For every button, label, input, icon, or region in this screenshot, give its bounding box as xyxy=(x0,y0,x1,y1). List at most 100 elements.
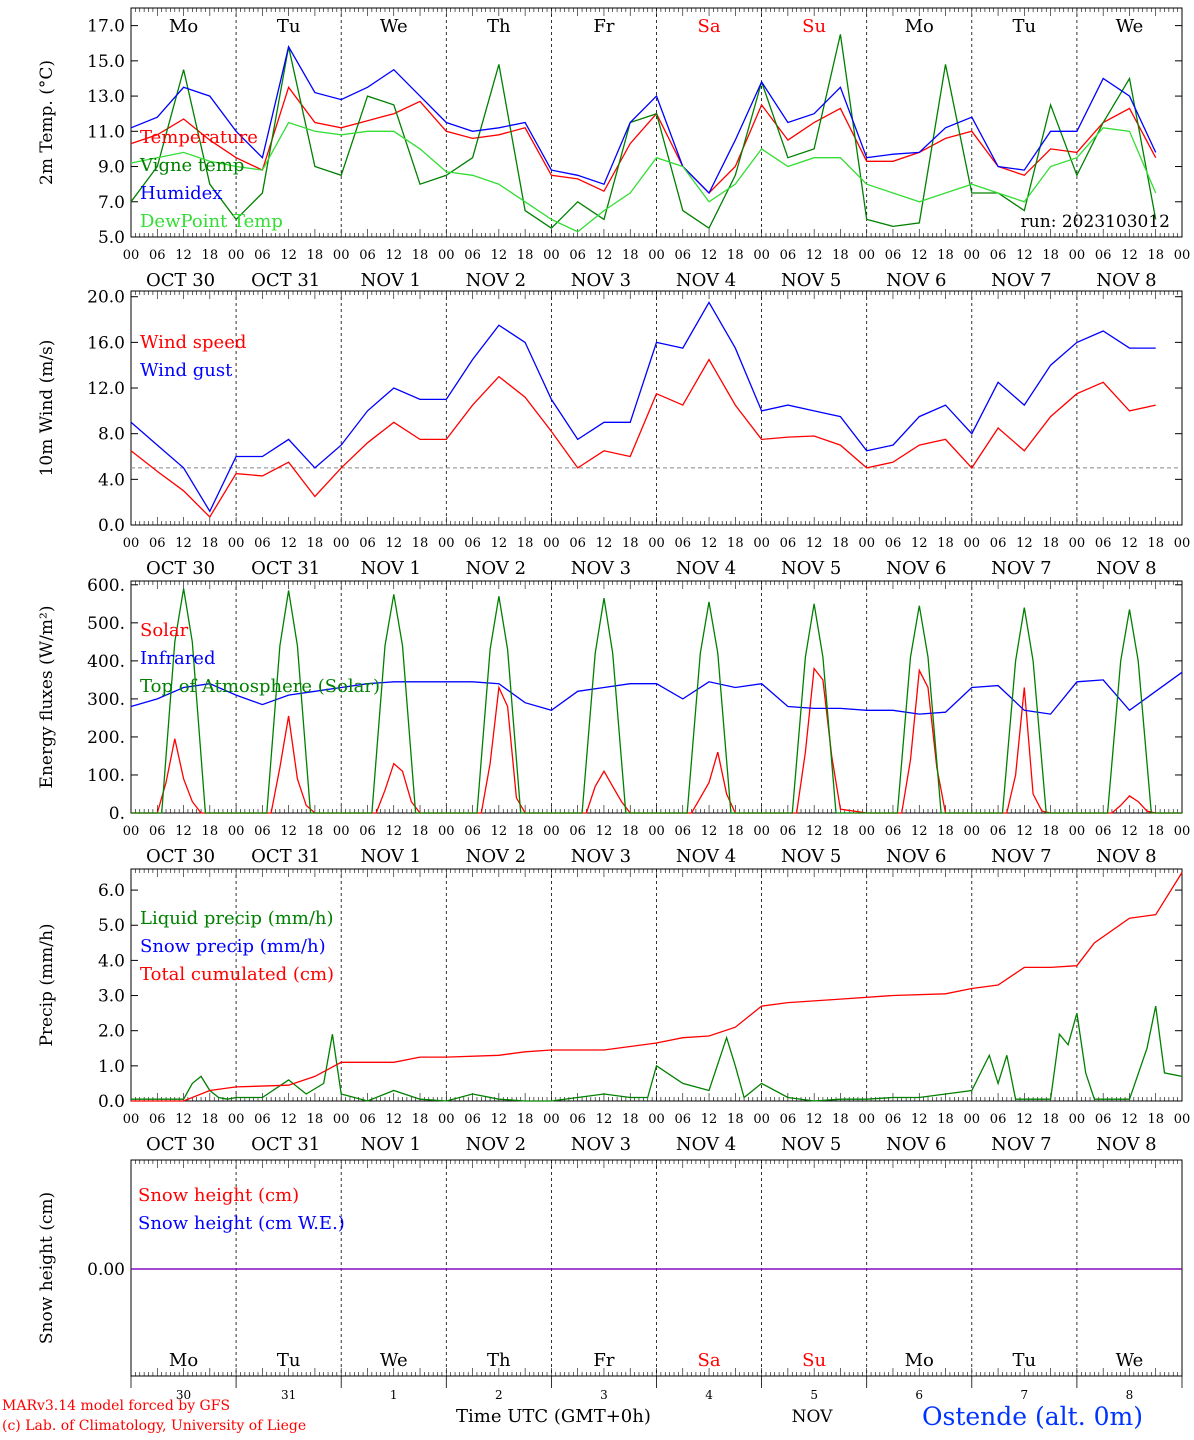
hour-label: 12 xyxy=(596,824,613,839)
station-name: Ostende (alt. 0m) xyxy=(922,1402,1143,1431)
ytick-label: 0. xyxy=(109,804,125,824)
hour-label: 12 xyxy=(491,248,508,263)
day-number: 1 xyxy=(390,1388,398,1402)
hour-label: 18 xyxy=(937,248,954,263)
day-name: Sa xyxy=(698,16,721,37)
series-dewpoint-temp xyxy=(130,121,1157,233)
hour-label: 00 xyxy=(858,536,875,551)
hour-label: 12 xyxy=(280,824,297,839)
date-label: NOV 1 xyxy=(361,558,421,579)
day-number: 30 xyxy=(176,1388,191,1402)
day-name: We xyxy=(1116,16,1144,37)
hour-label: 00 xyxy=(964,1112,981,1127)
ylabel: Energy fluxes (W/m²) xyxy=(37,606,57,789)
date-label: OCT 30 xyxy=(146,270,215,291)
day-name: We xyxy=(380,1350,408,1371)
ytick-label: 400. xyxy=(87,652,125,672)
day-name: Fr xyxy=(593,16,614,37)
hour-label: 00 xyxy=(438,824,455,839)
hour-label: 00 xyxy=(753,824,770,839)
ytick-label: 2.0 xyxy=(98,1022,125,1042)
day-name: Tu xyxy=(1013,16,1037,37)
day-name: Tu xyxy=(277,1350,301,1371)
date-label: NOV 8 xyxy=(1096,846,1156,867)
hour-label: 00 xyxy=(123,1112,140,1127)
hour-label: 18 xyxy=(412,248,429,263)
legend-item: Snow height (cm W.E.) xyxy=(138,1213,345,1234)
ytick-label: 100. xyxy=(87,766,125,786)
hour-label: 00 xyxy=(123,536,140,551)
panel-precip xyxy=(130,868,1183,1102)
date-label: NOV 6 xyxy=(886,846,946,867)
hour-label: 18 xyxy=(622,1112,639,1127)
hour-label: 12 xyxy=(701,536,718,551)
hour-label: 12 xyxy=(491,1112,508,1127)
hour-label: 18 xyxy=(727,1112,744,1127)
hour-label: 18 xyxy=(1042,1112,1059,1127)
day-number: 4 xyxy=(705,1388,713,1402)
hour-label: 12 xyxy=(175,824,192,839)
hour-label: 18 xyxy=(517,536,534,551)
date-label: NOV 1 xyxy=(361,846,421,867)
ytick-label: 11.0 xyxy=(87,122,125,142)
hour-label: 12 xyxy=(175,536,192,551)
date-label: OCT 31 xyxy=(251,558,320,579)
legend-item: Top of Atmosphere (Solar) xyxy=(140,676,380,697)
date-label: NOV 4 xyxy=(676,1134,736,1155)
hour-label: 18 xyxy=(1147,248,1164,263)
hour-label: 00 xyxy=(228,248,245,263)
hour-label: 06 xyxy=(885,1112,902,1127)
hour-label: 06 xyxy=(990,824,1007,839)
legend-item: Infrared xyxy=(140,648,215,669)
day-name: Th xyxy=(487,1350,511,1371)
hour-label: 00 xyxy=(1174,536,1191,551)
hour-label: 00 xyxy=(543,1112,560,1127)
legend-item: Wind speed xyxy=(140,332,246,353)
hour-label: 12 xyxy=(385,248,402,263)
ytick-label: 8.0 xyxy=(98,425,125,445)
hour-label: 18 xyxy=(832,824,849,839)
hour-label: 00 xyxy=(753,536,770,551)
hour-label: 12 xyxy=(911,248,928,263)
credits-line2: (c) Lab. of Climatology, University of L… xyxy=(2,1418,307,1434)
hour-label: 12 xyxy=(806,248,823,263)
hour-label: 18 xyxy=(727,536,744,551)
ytick-label: 4.0 xyxy=(98,951,125,971)
series-liquid-precip-mm-h xyxy=(131,1005,1183,1102)
hour-label: 12 xyxy=(1121,824,1138,839)
day-number: 3 xyxy=(600,1388,608,1402)
series-top-of-atmosphere-solar xyxy=(131,588,1182,814)
ytick-label: 0.0 xyxy=(98,1092,125,1112)
legend-item: Wind gust xyxy=(140,360,233,381)
legend-item: Total cumulated (cm) xyxy=(140,964,334,985)
date-label: NOV 3 xyxy=(571,270,631,291)
hour-label: 00 xyxy=(438,248,455,263)
hour-label: 00 xyxy=(1069,536,1086,551)
date-label: NOV 4 xyxy=(676,846,736,867)
month-label: NOV xyxy=(792,1407,834,1427)
hour-label: 12 xyxy=(175,1112,192,1127)
hour-label: 06 xyxy=(675,824,692,839)
hour-label: 00 xyxy=(1174,1112,1191,1127)
hour-label: 12 xyxy=(280,1112,297,1127)
hour-label: 00 xyxy=(648,536,665,551)
date-label: NOV 7 xyxy=(991,846,1051,867)
hour-label: 00 xyxy=(543,824,560,839)
day-name: Su xyxy=(802,16,826,37)
date-label: OCT 30 xyxy=(146,558,215,579)
hour-label: 06 xyxy=(569,248,586,263)
hour-label: 12 xyxy=(385,824,402,839)
hour-label: 00 xyxy=(438,1112,455,1127)
hour-label: 00 xyxy=(333,248,350,263)
hour-label: 00 xyxy=(228,1112,245,1127)
hour-label: 06 xyxy=(780,536,797,551)
hour-label: 06 xyxy=(675,1112,692,1127)
hour-label: 12 xyxy=(596,248,613,263)
date-label: NOV 8 xyxy=(1096,270,1156,291)
hour-label: 18 xyxy=(622,536,639,551)
hour-label: 12 xyxy=(911,1112,928,1127)
series-vigne-temp xyxy=(130,34,1157,230)
hour-label: 18 xyxy=(202,1112,219,1127)
day-name: Sa xyxy=(698,1350,721,1371)
hour-label: 00 xyxy=(648,824,665,839)
